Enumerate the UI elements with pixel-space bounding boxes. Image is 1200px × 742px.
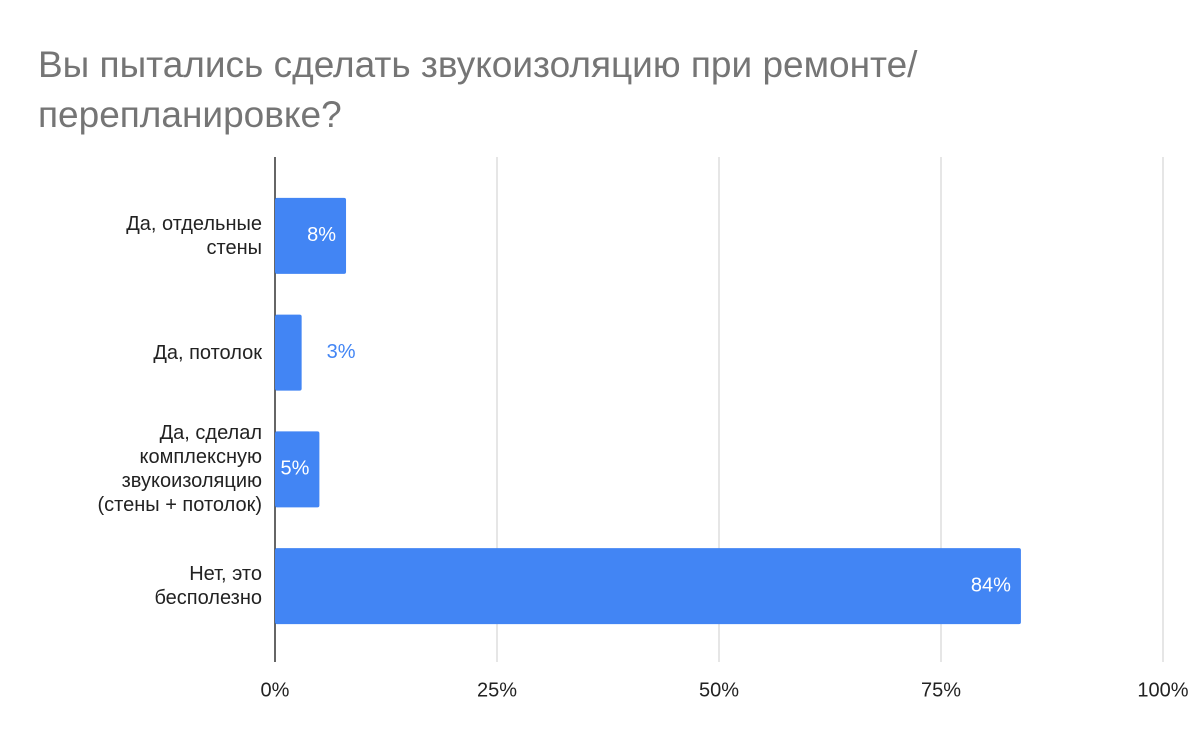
y-tick-label: Нет, это бесполезно [154, 563, 262, 610]
x-tick-label: 0% [261, 679, 290, 701]
y-tick-label: Да, сделал комплексную звукоизоляцию (ст… [97, 422, 263, 517]
y-tick-label: Да, отдельные стены [126, 212, 262, 259]
value-label: 3% [327, 341, 356, 363]
value-label: 5% [280, 458, 309, 480]
bar [275, 548, 1021, 625]
x-tick-label: 25% [477, 679, 517, 701]
x-tick-label: 50% [699, 679, 739, 701]
value-label: 8% [307, 224, 336, 246]
x-tick-label: 100% [1137, 679, 1188, 701]
bar [275, 431, 320, 508]
bar [275, 197, 347, 274]
x-tick-label: 75% [921, 679, 961, 701]
y-tick-label: Да, потолок [153, 341, 262, 364]
bar [275, 314, 302, 391]
value-label: 84% [971, 574, 1011, 596]
chart-title: Вы пытались сделать звукоизоляцию при ре… [38, 44, 918, 135]
